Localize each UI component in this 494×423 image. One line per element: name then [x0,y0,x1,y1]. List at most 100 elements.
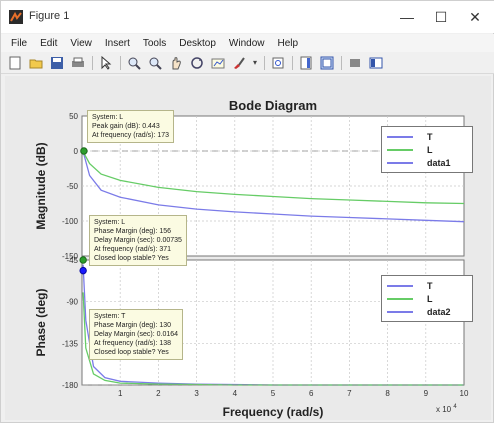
magnitude-tick-labels: 50 0 -50 -100 -150 [62,112,79,261]
datatip-line: At frequency (rad/s): 371 [94,246,172,253]
print-icon[interactable] [70,55,86,71]
legend-swatch [387,297,413,300]
legend-swatch [387,284,413,287]
data-cursor-marker [79,256,87,264]
series-line-l [83,152,465,205]
datatip-phase-margin-t[interactable]: System: T Phase Margin (deg): 130 Delay … [89,309,184,360]
menu-window[interactable]: Window [228,37,265,49]
x-exponent-power: 4 [453,404,457,410]
datatip-phase-margin-l[interactable]: System: L Phase Margin (deg): 156 Delay … [89,215,187,266]
menu-tools[interactable]: Tools [142,37,167,49]
phase-y-tick-label: -90 [66,298,78,307]
menu-view[interactable]: View [70,37,92,49]
zoom-in-icon[interactable] [126,55,142,71]
datatip-line: Closed loop stable? Yes [94,349,169,356]
x-tick-label: 2 [156,389,161,398]
legend-label: data1 [427,157,451,168]
legend-label: T [427,131,433,142]
legend-entry: T [387,130,467,143]
show-plot-tools-icon[interactable] [368,55,384,71]
datatip-line: Closed loop stable? Yes [94,255,169,262]
series-line-t [83,154,465,223]
menu-edit[interactable]: Edit [40,37,58,49]
new-figure-icon[interactable] [7,55,23,71]
open-file-icon[interactable] [28,55,44,71]
x-tick-label: 7 [347,389,352,398]
x-tick-label: 6 [309,389,314,398]
data-cursor-marker [79,266,87,275]
menu-desktop[interactable]: Desktop [179,37,216,49]
legend-swatch [387,148,413,151]
datatip-line: At frequency (rad/s): 173 [92,132,170,139]
x-tick-label: 1 [118,389,123,398]
legend-label: L [427,144,433,155]
x-exponent-base: x 10 [436,405,452,414]
datatip-line: Peak gain (dB): 0.443 [92,123,160,130]
plot-title: Bode Diagram [229,98,317,113]
legend-entry: L [387,143,467,156]
phase-tick-labels: -45 -90 -135 -180 [62,256,79,390]
menu-insert[interactable]: Insert [104,37,130,49]
phase-y-tick-label: -135 [62,339,79,348]
datatip-line: System: T [94,313,126,320]
x-tick-label: 8 [385,389,390,398]
hide-plot-tools-icon[interactable] [347,55,363,71]
phase-y-tick-label: -180 [62,381,79,390]
x-tick-label: 4 [233,389,238,398]
pan-icon[interactable] [168,55,184,71]
datatip-line: System: L [92,114,124,121]
x-tick-label: 10 [460,389,469,398]
menu-bar: File Edit View Insert Tools Desktop Wind… [1,34,494,52]
toolbar-separator [120,55,121,70]
minimize-button[interactable]: — [400,9,414,25]
save-icon[interactable] [49,55,65,71]
phase-legend[interactable]: T L data2 [381,275,473,322]
figure-toolbar: ▾ [1,52,494,74]
chevron-down-icon[interactable]: ▾ [252,58,257,67]
toolbar-separator [341,55,342,70]
toolbar-separator [92,55,93,70]
toolbar-separator [292,55,293,70]
datatip-line: Phase Margin (deg): 156 [94,228,172,235]
edit-plot-icon[interactable] [98,55,114,71]
datatip-line: At frequency (rad/s): 138 [94,340,172,347]
menu-help[interactable]: Help [277,37,299,49]
x-axis-exponent: x 10 4 [436,404,457,414]
x-tick-label: 9 [424,389,429,398]
data-cursor-icon[interactable] [210,55,226,71]
phase-axis-label: Phase (deg) [34,288,48,356]
legend-entry: L [387,292,467,305]
datatip-line: Delay Margin (sec): 0.00735 [94,237,182,244]
title-bar[interactable]: Figure 1 — ☐ ✕ [1,1,494,33]
datatip-line: Phase Margin (deg): 130 [94,322,172,329]
phase-y-tick-label: -45 [66,256,78,265]
data-cursor-markers [79,147,88,275]
brush-icon[interactable] [231,55,247,71]
legend-label: data2 [427,306,451,317]
magnitude-y-tick-label: 0 [74,147,79,156]
datatip-peak-gain[interactable]: System: L Peak gain (dB): 0.443 At frequ… [87,110,175,143]
frequency-axis-label: Frequency (rad/s) [223,405,324,419]
maximize-button[interactable]: ☐ [434,8,448,25]
x-tick-label: 3 [194,389,199,398]
legend-label: T [427,280,433,291]
legend-icon[interactable] [319,55,335,71]
toolbar-separator [264,55,265,70]
x-tick-labels: 1 2 3 4 5 6 7 8 9 10 [118,389,469,398]
link-icon[interactable] [270,55,286,71]
legend-swatch [387,161,413,164]
datatip-line: System: L [94,219,126,226]
magnitude-y-tick-label: -100 [62,217,79,226]
legend-swatch [387,135,413,138]
zoom-out-icon[interactable] [147,55,163,71]
menu-file[interactable]: File [11,37,28,49]
magnitude-axis-label: Magnitude (dB) [34,142,48,229]
colorbar-icon[interactable] [298,55,314,71]
magnitude-legend[interactable]: T L data1 [381,126,473,173]
matlab-icon [9,10,23,24]
datatip-line: Delay Margin (sec): 0.0164 [94,331,179,338]
legend-entry: data1 [387,156,467,169]
close-button[interactable]: ✕ [469,8,481,25]
rotate-3d-icon[interactable] [189,55,205,71]
